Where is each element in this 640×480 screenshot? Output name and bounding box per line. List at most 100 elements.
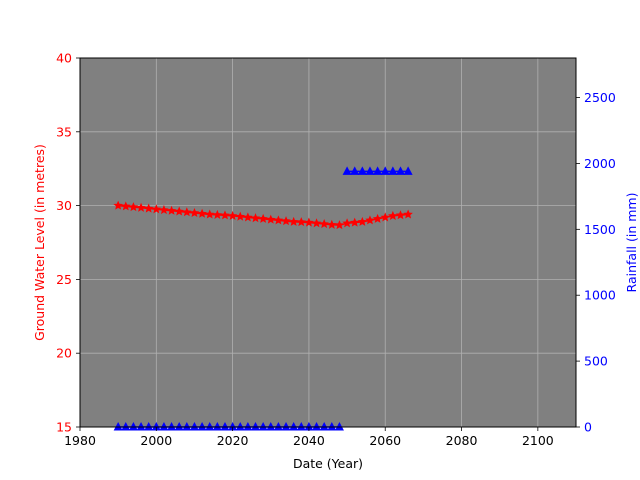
data-point-star: [342, 218, 352, 228]
data-point-star: [250, 213, 261, 223]
x-tick-label: 2060: [369, 433, 401, 448]
data-point-triangle: [266, 422, 276, 431]
data-point-star: [258, 213, 268, 223]
data-point-star: [349, 217, 360, 227]
y-right-tick-label: 500: [584, 354, 608, 369]
data-point-triangle: [159, 422, 169, 431]
y-left-tick-label: 25: [56, 272, 72, 287]
data-point-triangle: [281, 422, 291, 431]
data-point-triangle: [243, 422, 253, 431]
data-point-triangle: [357, 166, 367, 175]
y-right-axis-label: Rainfall (in mm): [624, 193, 639, 293]
data-point-triangle: [113, 422, 123, 431]
data-point-star: [388, 210, 398, 220]
data-point-star: [288, 216, 299, 226]
data-point-triangle: [289, 422, 299, 431]
y-right-ticks: 0 500 1000 1500 2000 2500: [576, 90, 616, 435]
data-point-star: [243, 212, 253, 222]
data-point-star: [220, 210, 230, 220]
data-point-triangle: [388, 166, 398, 175]
data-point-star: [159, 205, 169, 215]
data-point-triangle: [403, 166, 413, 175]
data-point-triangle: [151, 422, 161, 431]
y-left-tick-label: 40: [56, 51, 72, 66]
data-point-star: [197, 208, 207, 218]
data-point-star: [327, 219, 337, 229]
data-point-triangle: [327, 422, 337, 431]
series-2: [342, 166, 413, 175]
data-point-star: [334, 220, 345, 230]
x-tick-label: 2100: [522, 433, 554, 448]
y-left-ticks: 15 20 25 30 35 40: [56, 51, 80, 435]
x-axis-label: Date (Year): [293, 456, 363, 471]
data-point-star: [143, 203, 154, 213]
data-point-star: [304, 217, 314, 227]
data-point-triangle: [189, 422, 199, 431]
data-point-triangle: [251, 422, 261, 431]
data-point-triangle: [342, 166, 352, 175]
data-point-star: [266, 214, 276, 224]
y-right-tick-label: 0: [584, 420, 592, 435]
data-point-star: [121, 201, 131, 211]
data-point-triangle: [167, 422, 177, 431]
data-point-star: [113, 200, 123, 210]
data-point-star: [235, 211, 245, 221]
data-point-star: [403, 209, 413, 219]
x-ticks: 1980 2000 2020 2040 2060 2080 2100: [64, 427, 554, 448]
data-point-triangle: [365, 166, 375, 175]
data-point-star: [174, 206, 184, 216]
data-point-star: [395, 210, 406, 220]
data-point-star: [189, 207, 200, 218]
series-0: [113, 200, 413, 230]
y-right-tick-label: 2000: [584, 156, 616, 171]
y-left-tick-label: 35: [56, 124, 72, 139]
data-point-triangle: [144, 422, 154, 431]
data-point-star: [182, 207, 192, 217]
data-point-triangle: [273, 422, 283, 431]
data-point-triangle: [258, 422, 268, 431]
data-point-star: [204, 209, 215, 219]
data-point-triangle: [312, 422, 322, 431]
data-point-star: [357, 216, 368, 226]
data-point-triangle: [304, 422, 314, 431]
data-point-triangle: [380, 166, 390, 175]
data-point-triangle: [228, 422, 238, 431]
data-point-star: [128, 202, 139, 212]
data-point-star: [212, 209, 223, 219]
y-right-tick-label: 1000: [584, 288, 616, 303]
data-point-triangle: [121, 422, 131, 431]
data-point-triangle: [319, 422, 329, 431]
x-tick-label: 2000: [140, 433, 172, 448]
data-point-triangle: [235, 422, 245, 431]
data-point-star: [151, 204, 162, 214]
data-point-triangle: [174, 422, 184, 431]
data-point-star: [365, 215, 375, 225]
data-point-star: [166, 205, 177, 215]
data-point-triangle: [350, 166, 360, 175]
y-left-tick-label: 15: [56, 420, 72, 435]
data-point-star: [319, 219, 329, 229]
data-point-star: [281, 216, 291, 226]
series-layer: [113, 166, 413, 431]
data-point-triangle: [395, 166, 405, 175]
data-point-star: [296, 217, 307, 227]
y-left-tick-label: 30: [56, 198, 72, 213]
data-point-star: [380, 212, 390, 222]
y-right-tick-label: 1500: [584, 222, 616, 237]
y-left-axis-label: Ground Water Level (in metres): [32, 144, 47, 341]
x-tick-label: 2020: [217, 433, 249, 448]
x-tick-label: 2080: [446, 433, 478, 448]
x-tick-label: 2040: [293, 433, 325, 448]
data-point-star: [136, 202, 146, 212]
data-point-triangle: [197, 422, 207, 431]
data-point-triangle: [373, 166, 383, 175]
y-left-tick-label: 20: [56, 346, 72, 361]
data-point-triangle: [212, 422, 222, 431]
data-point-triangle: [182, 422, 192, 431]
data-point-triangle: [128, 422, 138, 431]
data-point-star: [372, 213, 383, 223]
data-point-star: [311, 218, 322, 228]
data-point-triangle: [220, 422, 230, 431]
plot-background: [80, 58, 576, 427]
